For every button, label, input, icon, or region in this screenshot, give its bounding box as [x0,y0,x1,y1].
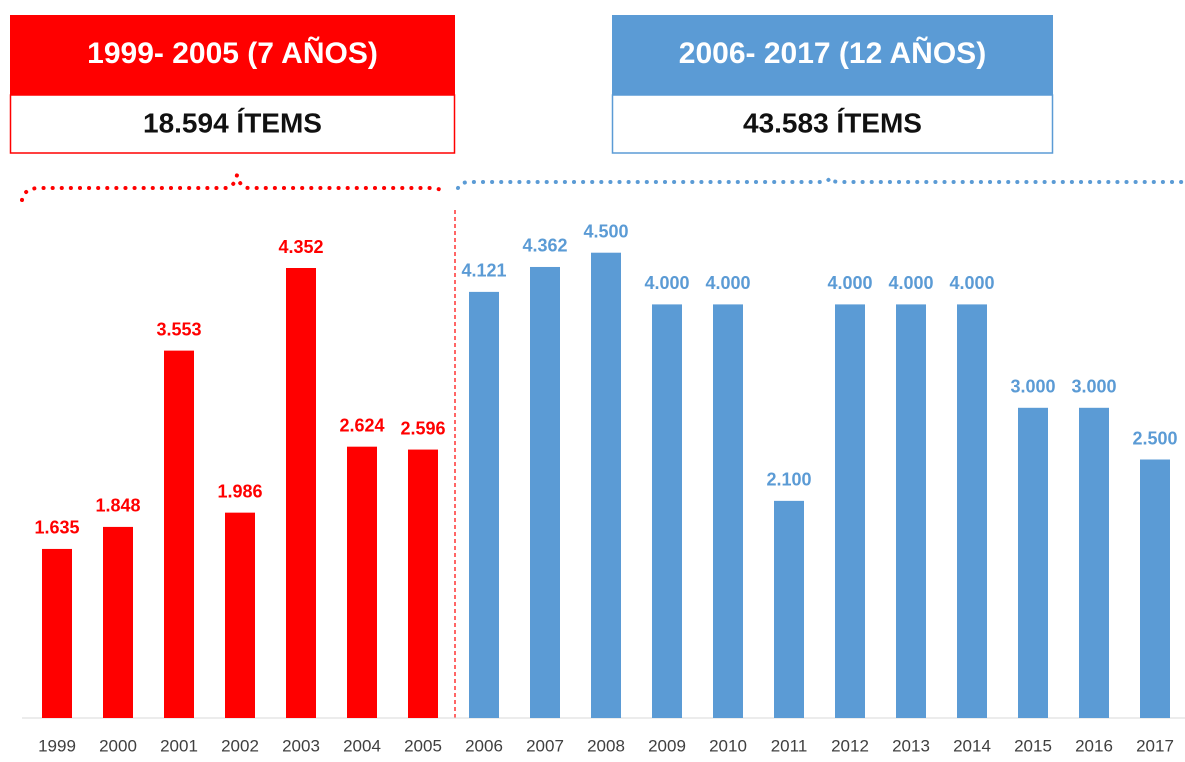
value-label: 2.500 [1132,428,1177,448]
blue-brace [456,173,1185,190]
bar [835,304,865,718]
red-brace [20,174,447,202]
value-label: 4.500 [583,221,628,241]
header-box [612,15,1053,95]
bar [652,304,682,718]
value-label: 4.352 [278,237,323,257]
bar [957,304,987,718]
value-label: 4.000 [827,273,872,293]
header-box [10,15,455,95]
bar [774,500,804,718]
x-tick-label: 2009 [648,736,686,755]
header-title: 2006- 2017 (12 AÑOS) [679,36,986,70]
value-label: 4.000 [949,273,994,293]
bar [591,252,621,718]
subheader-box [611,94,1054,154]
x-tick-label: 2007 [526,736,564,755]
value-label: 1.986 [217,481,262,501]
bar [896,304,926,718]
value-label: 4.000 [644,273,689,293]
x-tick-label: 1999 [38,736,76,755]
x-tick-label: 2017 [1136,736,1174,755]
x-tick-label: 2006 [465,736,503,755]
bar [408,449,438,718]
bar [1018,407,1048,718]
x-tick-label: 2011 [771,736,808,755]
header-title: 1999- 2005 (7 AÑOS) [87,36,378,70]
x-tick-label: 2000 [99,736,137,755]
value-label: 1.635 [34,518,79,538]
x-tick-label: 2012 [831,736,869,755]
value-label: 4.000 [888,273,933,293]
x-tick-label: 2002 [221,736,259,755]
bar [1140,459,1170,718]
x-tick-label: 2010 [709,736,747,755]
x-tick-label: 2001 [160,736,198,755]
subheader-box [9,94,456,154]
x-tick-label: 2015 [1014,736,1052,755]
value-label: 2.100 [766,470,811,490]
x-tick-label: 2008 [587,736,625,755]
bar [42,548,72,718]
value-label: 4.362 [522,236,567,256]
bar [469,291,499,718]
bar [530,266,560,718]
value-label: 2.596 [400,418,445,438]
bar [225,512,255,718]
bar [347,446,377,718]
bar [164,350,194,718]
x-tick-label: 2014 [953,736,991,755]
x-tick-label: 2016 [1075,736,1113,755]
value-label: 3.000 [1071,377,1116,397]
header-subtitle: 18.594 ÍTEMS [143,107,322,138]
value-label: 4.000 [705,273,750,293]
value-label: 2.624 [339,415,384,435]
x-tick-label: 2013 [892,736,930,755]
value-label: 3.000 [1010,377,1055,397]
bar [103,526,133,718]
bar [713,304,743,718]
value-label: 3.553 [156,319,201,339]
x-tick-label: 2004 [343,736,381,755]
value-label: 1.848 [95,496,140,516]
bar [1079,407,1109,718]
x-tick-label: 2003 [282,736,320,755]
value-label: 4.121 [461,261,506,281]
header-subtitle: 43.583 ÍTEMS [743,107,922,138]
x-tick-label: 2005 [404,736,442,755]
bar [286,268,316,718]
